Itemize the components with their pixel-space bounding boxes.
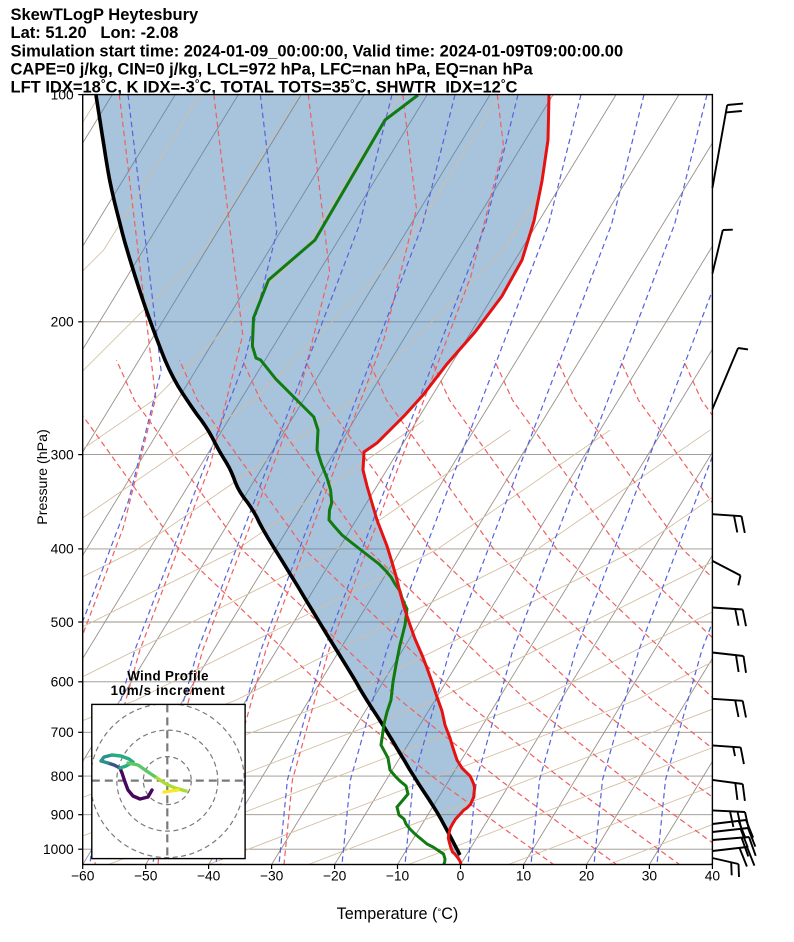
svg-text:LFT IDX=18°C, K IDX=-3°C, TOTA: LFT IDX=18°C, K IDX=-3°C, TOTAL TOTS=35°… (11, 79, 518, 97)
svg-text:Pressure (hPa): Pressure (hPa) (35, 429, 51, 524)
svg-text:500: 500 (51, 615, 74, 630)
svg-text:200: 200 (51, 315, 74, 330)
svg-text:Simulation start time: 2024-01: Simulation start time: 2024-01-09_00:00:… (11, 42, 624, 60)
svg-text:−20: −20 (323, 869, 347, 884)
svg-text:0: 0 (457, 869, 465, 884)
svg-text:Lat: 51.20 Lon: -2.08: Lat: 51.20 Lon: -2.08 (11, 24, 179, 42)
svg-text:−40: −40 (197, 869, 221, 884)
svg-text:40: 40 (705, 869, 721, 884)
svg-text:10m/s increment: 10m/s increment (111, 683, 226, 698)
svg-text:−10: −10 (386, 869, 410, 884)
svg-text:300: 300 (51, 447, 74, 462)
svg-text:400: 400 (51, 542, 74, 557)
svg-text:30: 30 (642, 869, 658, 884)
svg-text:−30: −30 (260, 869, 284, 884)
svg-text:10: 10 (516, 869, 532, 884)
svg-text:SkewTLogP Heytesbury: SkewTLogP Heytesbury (11, 6, 199, 24)
svg-text:−50: −50 (134, 869, 158, 884)
svg-text:1000: 1000 (43, 842, 74, 857)
svg-text:CAPE=0 j/kg, CIN=0 j/kg, LCL=9: CAPE=0 j/kg, CIN=0 j/kg, LCL=972 hPa, LF… (11, 61, 534, 79)
svg-text:800: 800 (51, 769, 74, 784)
svg-text:700: 700 (51, 725, 74, 740)
svg-text:20: 20 (579, 869, 595, 884)
svg-text:600: 600 (51, 675, 74, 690)
svg-text:900: 900 (51, 808, 74, 823)
svg-text:−60: −60 (71, 869, 95, 884)
svg-text:Wind Profile: Wind Profile (127, 669, 209, 684)
